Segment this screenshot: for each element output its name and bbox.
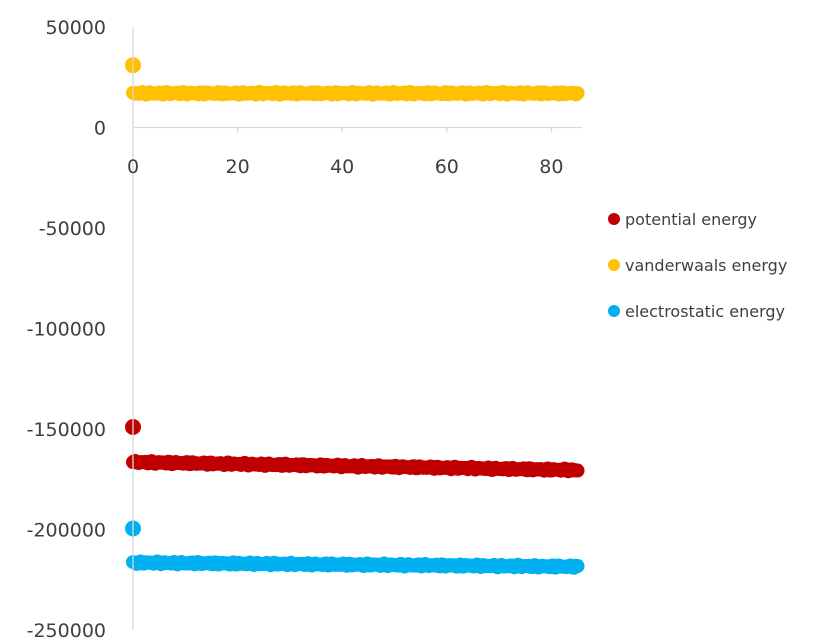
x-tick-label: 0 <box>127 156 139 178</box>
legend-label-potential-energy: potential energy <box>625 209 758 229</box>
legend-item-electrostatic-energy: electrostatic energy <box>608 288 787 334</box>
x-tick-label: 20 <box>226 156 250 178</box>
x-tick-label: 80 <box>539 156 563 178</box>
legend-marker-electrostatic-energy <box>608 305 620 317</box>
y-tick-label: -200000 <box>27 520 106 542</box>
legend-label-vanderwaals-energy: vanderwaals energy <box>625 255 788 275</box>
legend-item-vanderwaals-energy: vanderwaals energy <box>608 242 787 288</box>
legend-label-electrostatic-energy: electrostatic energy <box>625 301 785 321</box>
data-point <box>570 463 585 478</box>
legend-item-potential-energy: potential energy <box>608 196 787 242</box>
series-vanderwaals-energy <box>125 57 585 102</box>
legend: potential energy vanderwaals energy elec… <box>608 196 787 334</box>
series-electrostatic-energy <box>125 520 585 575</box>
data-point <box>570 86 585 101</box>
y-tick-label: -150000 <box>27 419 106 441</box>
series-potential-energy <box>125 418 585 479</box>
x-tick-label: 60 <box>435 156 459 178</box>
x-tick-label: 40 <box>330 156 354 178</box>
y-tick-label: -100000 <box>27 319 106 341</box>
plot-area <box>125 57 585 575</box>
x-axis-tick-labels: 0 20 40 60 80 <box>127 127 563 178</box>
y-tick-label: -50000 <box>39 218 106 240</box>
legend-marker-potential-energy <box>608 213 620 225</box>
y-axis-tick-labels: 50000 0 -50000 -100000 -150000 -200000 -250000 <box>27 17 106 642</box>
legend-marker-vanderwaals-energy <box>608 259 620 271</box>
y-tick-label: -250000 <box>27 620 106 642</box>
y-tick-label: 50000 <box>46 17 106 39</box>
data-point <box>570 559 585 574</box>
y-tick-label: 0 <box>94 118 106 140</box>
